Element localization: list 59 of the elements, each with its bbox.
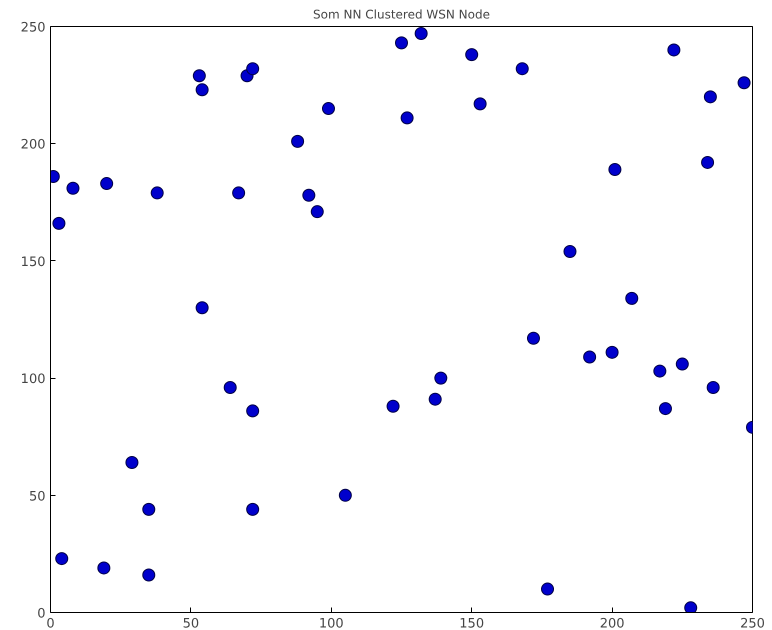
- point: [653, 364, 666, 378]
- x-tick-label: 250: [740, 616, 765, 630]
- point: [684, 601, 698, 612]
- point: [474, 97, 487, 110]
- point: [434, 372, 448, 385]
- point: [246, 502, 260, 516]
- point: [246, 404, 260, 418]
- point: [658, 402, 672, 416]
- chart-title: Som NN Clustered WSN Node: [313, 8, 490, 22]
- x-tick-label: 0: [46, 616, 55, 630]
- point: [608, 162, 622, 176]
- point: [322, 102, 335, 116]
- point: [414, 27, 428, 40]
- x-tick-label: 150: [459, 616, 484, 630]
- point: [338, 488, 352, 502]
- point: [465, 48, 478, 62]
- x-tick-label: 200: [600, 616, 625, 630]
- point: [738, 76, 751, 90]
- point: [541, 582, 554, 596]
- y-tick-label: 150: [20, 254, 46, 270]
- point: [302, 188, 316, 202]
- point: [625, 292, 638, 305]
- point: [142, 568, 156, 582]
- point: [246, 62, 260, 76]
- y-tick-label: 250: [20, 20, 46, 36]
- point: [97, 561, 110, 574]
- point: [386, 400, 400, 413]
- y-tick-label: 200: [20, 138, 46, 153]
- y-tick-label: 100: [20, 372, 46, 388]
- x-tick-label: 100: [318, 616, 344, 630]
- point: [706, 380, 720, 394]
- point: [676, 358, 689, 371]
- point: [563, 245, 576, 258]
- point: [526, 332, 540, 345]
- point: [291, 134, 304, 148]
- point: [196, 301, 209, 314]
- point: [310, 205, 324, 218]
- point: [52, 216, 66, 230]
- point: [701, 156, 714, 169]
- point: [400, 111, 414, 124]
- point: [196, 83, 209, 96]
- x-tick-label: 50: [182, 616, 200, 630]
- point: [232, 186, 246, 200]
- y-tick-label: 50: [28, 489, 46, 504]
- point: [667, 43, 680, 56]
- point: [428, 392, 442, 406]
- point: [395, 36, 408, 50]
- point: [224, 380, 237, 394]
- point: [606, 346, 619, 359]
- point: [704, 90, 717, 104]
- point: [516, 62, 529, 76]
- point: [150, 186, 164, 200]
- point: [125, 456, 138, 469]
- point: [55, 552, 68, 566]
- point: [583, 350, 596, 364]
- point: [100, 177, 114, 190]
- point: [192, 69, 206, 82]
- point: [142, 502, 156, 516]
- point: [66, 182, 80, 195]
